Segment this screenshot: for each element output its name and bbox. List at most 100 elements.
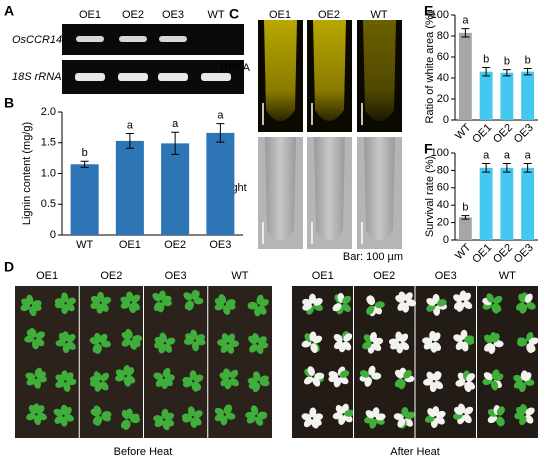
leaf [247,301,258,309]
column-label: OE2 [318,9,340,21]
leaf [191,382,199,392]
leaf [393,413,404,421]
y-tick-label: 0.5 [41,198,56,210]
leaf [214,407,225,416]
leaf [455,341,464,351]
leaf [225,299,236,307]
leaf [366,305,375,315]
bar [500,72,514,120]
leaf [397,418,406,428]
leaf [101,296,112,305]
leaf [195,334,206,342]
error-bar [482,162,491,173]
y-tick-label: 80 [437,164,449,176]
leaf [54,415,64,424]
leaf [374,301,385,309]
leaf [29,306,37,317]
x-tick-label: WT [76,239,93,251]
leaf [193,410,203,419]
leaf [496,406,505,416]
leaf [528,337,539,345]
leaf [164,374,175,382]
root [264,20,297,121]
x-tick-label: OE3 [209,239,231,251]
bar [521,167,535,240]
error-bar [523,162,532,173]
leaf [526,343,534,354]
leaf [99,333,108,343]
bar [479,167,493,240]
leaf [131,294,141,303]
leaf [462,292,472,302]
leaf [332,412,343,420]
y-tick-label: 1.5 [41,137,56,149]
leaf [129,340,138,350]
leaf [367,295,376,305]
leaf [404,292,413,302]
leaf [254,306,262,317]
leaf [343,333,353,342]
root [314,137,345,240]
leaf [66,297,77,305]
x-tick-label: OE1 [470,122,494,146]
leaf [26,412,36,421]
leaf [313,413,323,421]
bar [206,132,235,235]
error-bar [482,67,491,77]
leaf [303,418,313,428]
error-bar [523,68,532,76]
leaf [162,420,170,431]
panel-letter: A [4,3,14,19]
y-tick-label: 20 [437,93,449,105]
bar [161,143,190,235]
leaf [333,340,343,350]
column-label: WT [370,9,387,21]
leaf [405,411,415,420]
error-bar [502,162,511,173]
gel-band [201,73,231,81]
root [313,20,346,121]
leaf [466,373,475,382]
leaf [159,332,167,343]
gel-band [75,73,105,81]
leaf [100,381,109,391]
x-tick-label: WT [453,241,474,262]
leaf [464,335,475,343]
leaf [339,370,350,378]
leaf [35,331,46,340]
leaf [66,334,76,343]
leaf [132,335,143,343]
leaf [229,378,239,387]
leaf [453,334,463,343]
row-label: DPBA [220,62,251,74]
x-tick-label: OE3 [512,242,536,266]
leaf [125,328,133,339]
leaf [153,415,164,423]
leaf [63,382,71,393]
leaf [403,369,412,379]
leaf [362,341,372,350]
x-tick-label: OE2 [491,242,515,266]
leaf [187,406,196,417]
leaf [303,376,313,385]
leaf [33,378,41,389]
y-tick-label: 0 [443,114,449,126]
leaf [123,376,132,387]
leaf [342,295,351,305]
y-tick-label: 0 [443,234,449,246]
root [265,137,296,240]
leaf [464,406,474,415]
significance-letter: b [483,53,489,65]
leaf [328,371,339,379]
leaf [218,294,227,304]
leaf [513,380,524,389]
x-tick-label: WT [453,121,474,142]
error-bar [461,215,470,220]
leaf [29,327,37,338]
leaf [257,411,268,419]
lane-label: OE1 [312,270,334,282]
x-tick-label: OE2 [164,239,186,251]
leaf [191,290,200,300]
leaf [115,369,126,378]
leaf [165,337,176,345]
